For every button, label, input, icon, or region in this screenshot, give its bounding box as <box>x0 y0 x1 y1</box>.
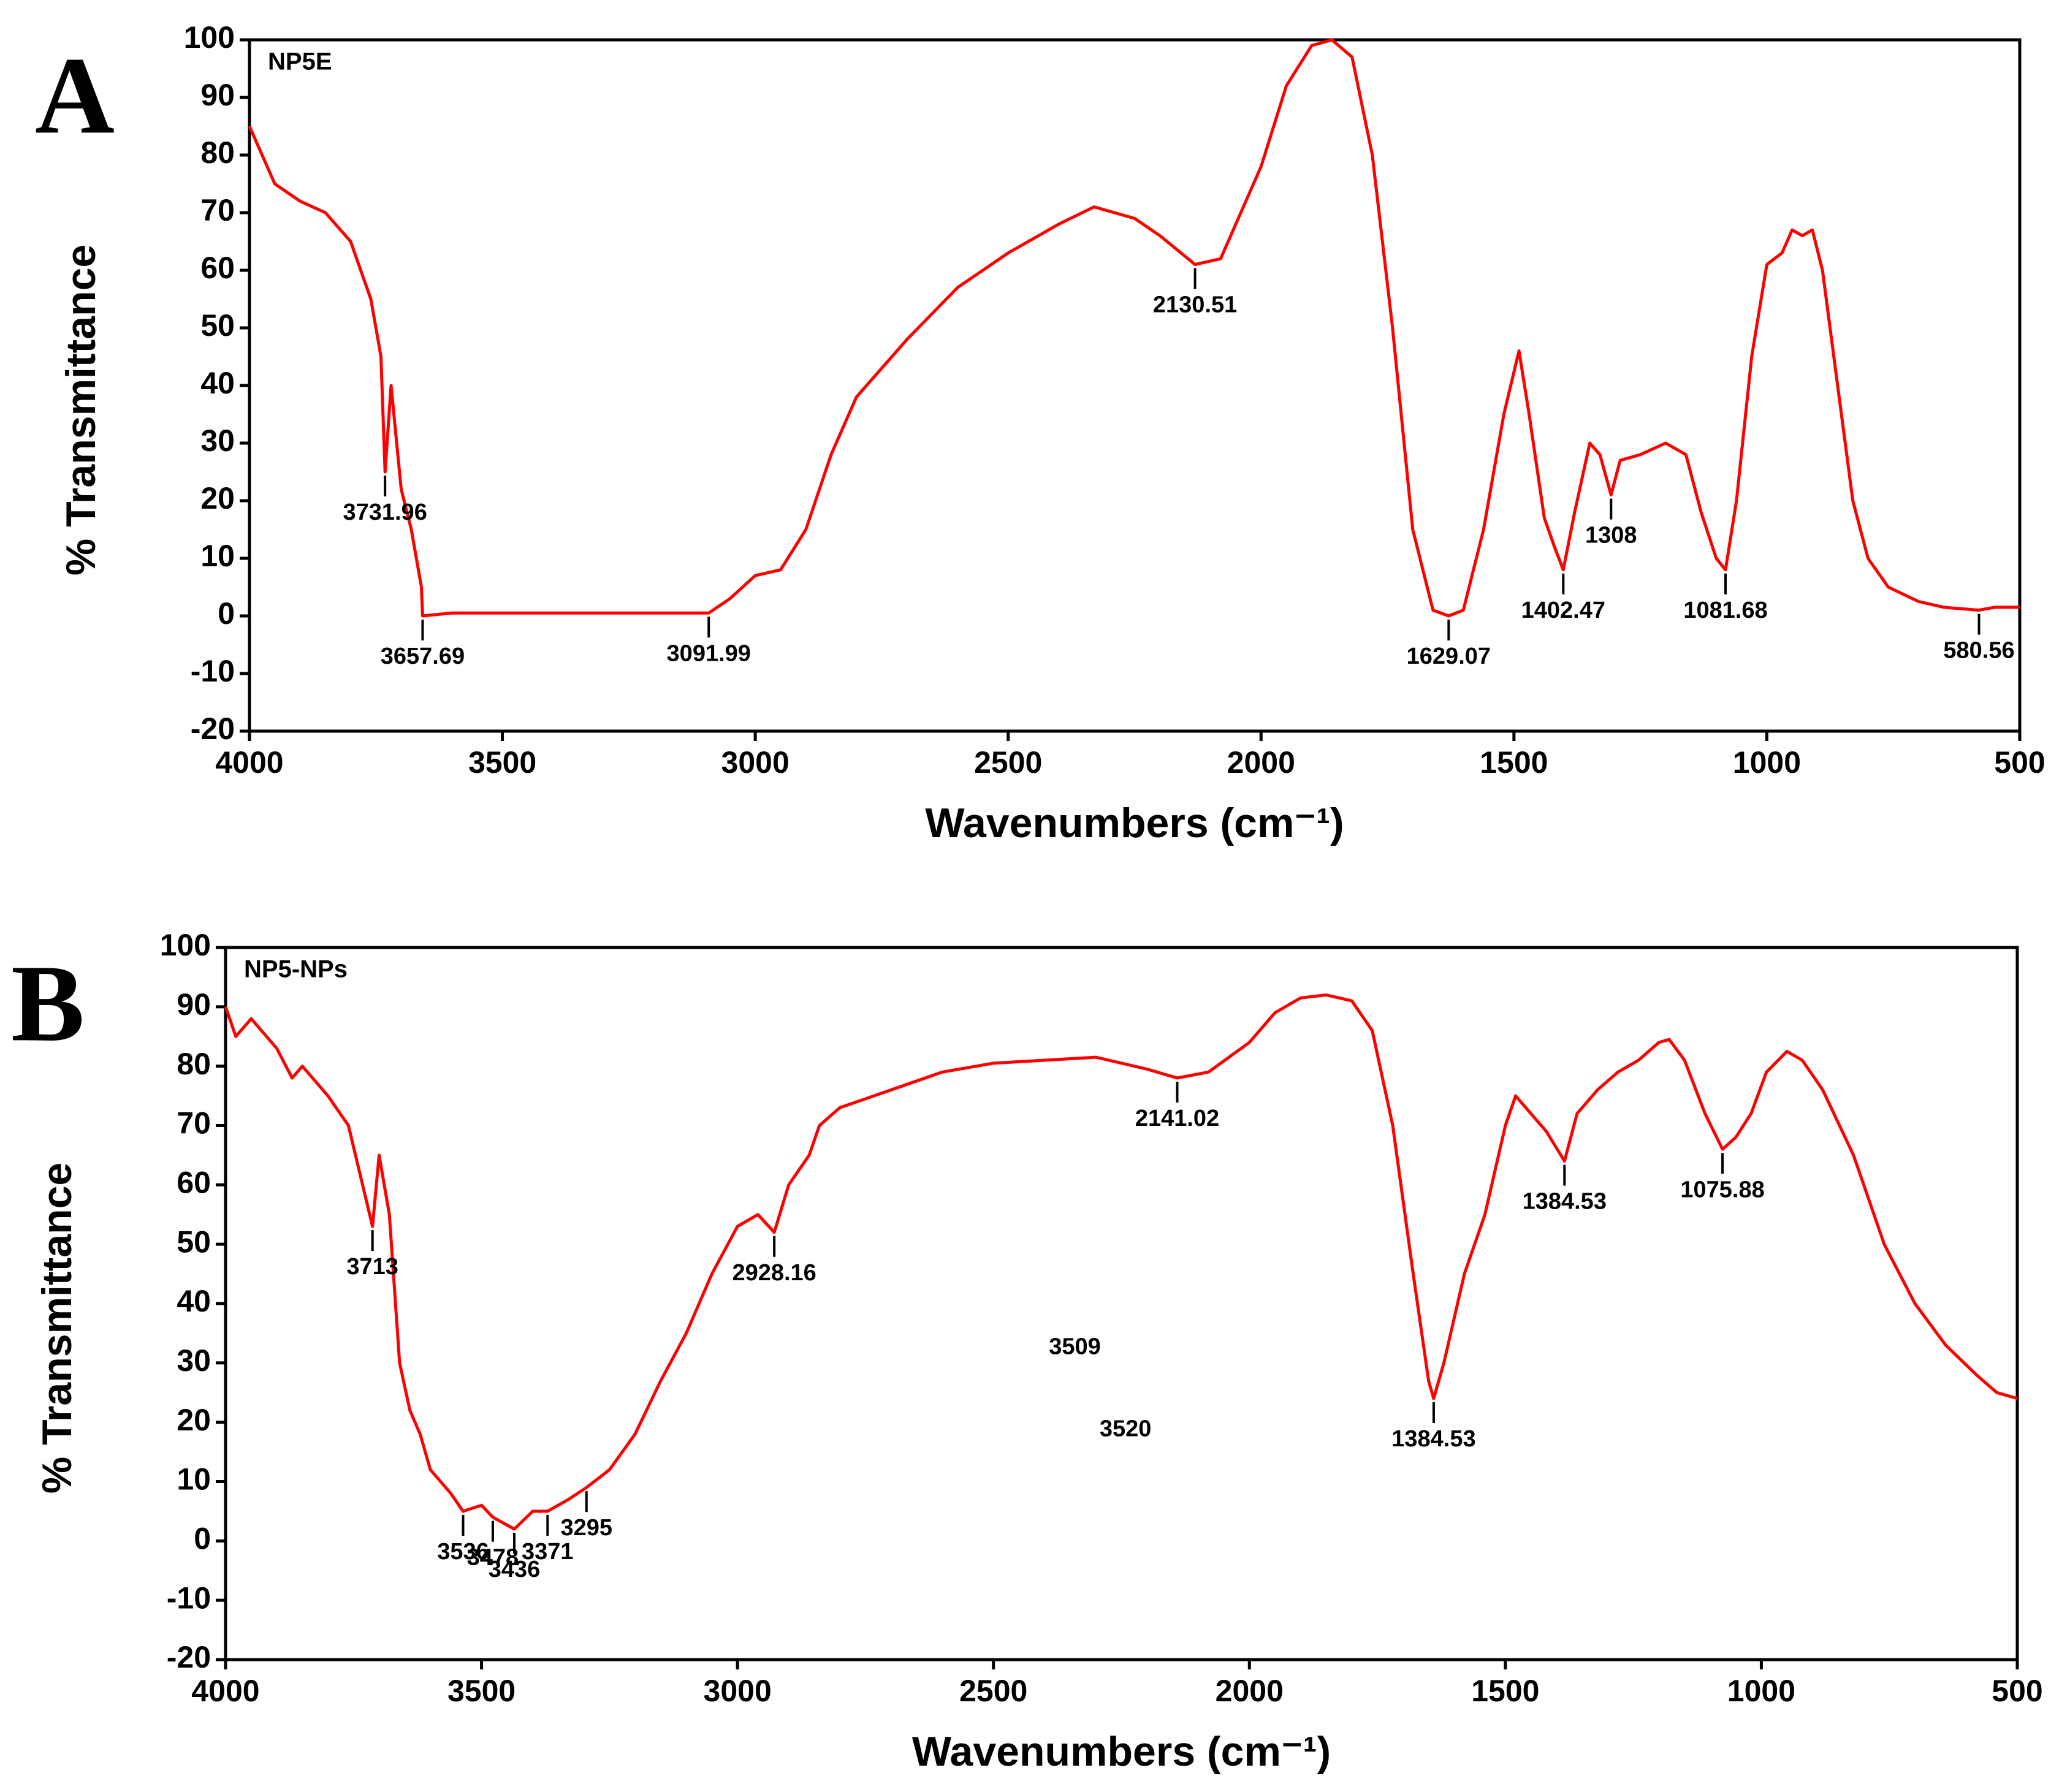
y-axis-title: % Transmittance <box>58 245 104 575</box>
annotation-label: 580.56 <box>1943 638 2014 664</box>
annotation-label: 3731.96 <box>343 499 427 525</box>
sample-label: NP5-NPs <box>244 956 348 983</box>
annotation-label: 3371 <box>522 1539 574 1565</box>
annotation-label: 2130.51 <box>1153 292 1237 318</box>
y-tick-label: 20 <box>177 1403 211 1437</box>
annotation-label: 2141.02 <box>1135 1106 1219 1131</box>
x-tick-label: 3000 <box>704 1674 772 1708</box>
y-tick-label: 30 <box>177 1343 211 1378</box>
y-tick-label: 90 <box>200 78 235 112</box>
x-tick-label: 500 <box>1992 1674 2042 1708</box>
y-tick-label: 70 <box>200 193 235 227</box>
x-tick-label: 1000 <box>1733 745 1801 780</box>
annotation-label: 3657.69 <box>381 644 465 669</box>
annotation-label: 1308 <box>1585 523 1637 549</box>
x-axis-title: Wavenumbers (cm⁻¹) <box>912 1728 1331 1775</box>
y-tick-label: 100 <box>184 20 235 55</box>
annotation-label: 3509 <box>1049 1334 1101 1360</box>
annotation-label: 3536 <box>437 1539 489 1565</box>
annotation-label: 3091.99 <box>667 640 751 666</box>
x-tick-label: 4000 <box>191 1674 259 1708</box>
x-tick-label: 2000 <box>1216 1674 1284 1708</box>
y-tick-label: 80 <box>177 1047 211 1081</box>
x-tick-label: 1500 <box>1471 1674 1539 1708</box>
y-tick-label: 100 <box>160 928 211 962</box>
y-tick-label: 90 <box>177 987 211 1022</box>
y-tick-label: 70 <box>177 1106 211 1141</box>
y-tick-label: 10 <box>177 1462 211 1497</box>
annotation-label: 3436 <box>489 1557 541 1582</box>
y-tick-label: 10 <box>200 539 235 573</box>
y-tick-label: 0 <box>218 596 235 631</box>
annotation-label: 1384.53 <box>1391 1426 1475 1452</box>
panel-letter: B <box>11 942 85 1064</box>
y-axis-title: % Transmittance <box>34 1163 80 1494</box>
annotation-label: 3713 <box>346 1254 398 1280</box>
x-tick-label: 3500 <box>468 745 536 780</box>
x-tick-label: 2500 <box>974 745 1042 780</box>
annotation-label: 1075.88 <box>1680 1177 1764 1202</box>
y-tick-label: -10 <box>191 654 235 688</box>
y-tick-label: -20 <box>167 1640 211 1674</box>
y-tick-label: 60 <box>200 251 235 285</box>
y-tick-label: 20 <box>200 481 235 515</box>
y-tick-label: 80 <box>200 135 235 170</box>
x-tick-label: 2000 <box>1227 745 1295 780</box>
plot-frame <box>248 38 2022 733</box>
y-tick-label: 60 <box>177 1166 211 1200</box>
annotation-label: 3478 <box>467 1545 519 1571</box>
annotation-label: 2928.16 <box>732 1260 816 1286</box>
spectrum-line <box>248 38 2020 618</box>
x-tick-label: 1500 <box>1480 745 1548 780</box>
y-tick-label: 40 <box>177 1284 211 1318</box>
x-tick-label: 4000 <box>215 745 283 780</box>
x-tick-label: 2500 <box>959 1674 1027 1708</box>
x-tick-label: 3000 <box>721 745 790 780</box>
x-tick-label: 500 <box>1994 745 2045 780</box>
y-tick-label: 40 <box>200 366 235 400</box>
annotation-label: 1384.53 <box>1523 1189 1607 1215</box>
x-tick-label: 1000 <box>1727 1674 1795 1708</box>
annotation-label: 3520 <box>1100 1416 1152 1441</box>
x-axis-title: Wavenumbers (cm⁻¹) <box>925 800 1344 846</box>
annotation-label: 3295 <box>561 1515 613 1541</box>
y-tick-label: 50 <box>200 308 235 343</box>
annotation-label: 1629.07 <box>1407 644 1491 669</box>
y-tick-label: 30 <box>200 423 235 458</box>
y-tick-label: -10 <box>167 1581 211 1615</box>
annotation-label: 1402.47 <box>1521 598 1605 623</box>
y-tick-label: 50 <box>177 1224 211 1259</box>
panel-letter: A <box>35 34 115 156</box>
y-tick-label: 0 <box>194 1522 211 1556</box>
annotation-label: 1081.68 <box>1683 598 1767 623</box>
x-tick-label: 3500 <box>447 1674 516 1708</box>
y-tick-label: -20 <box>191 712 235 746</box>
sample-label: NP5E <box>268 48 332 75</box>
spectrum-line <box>224 993 2018 1531</box>
